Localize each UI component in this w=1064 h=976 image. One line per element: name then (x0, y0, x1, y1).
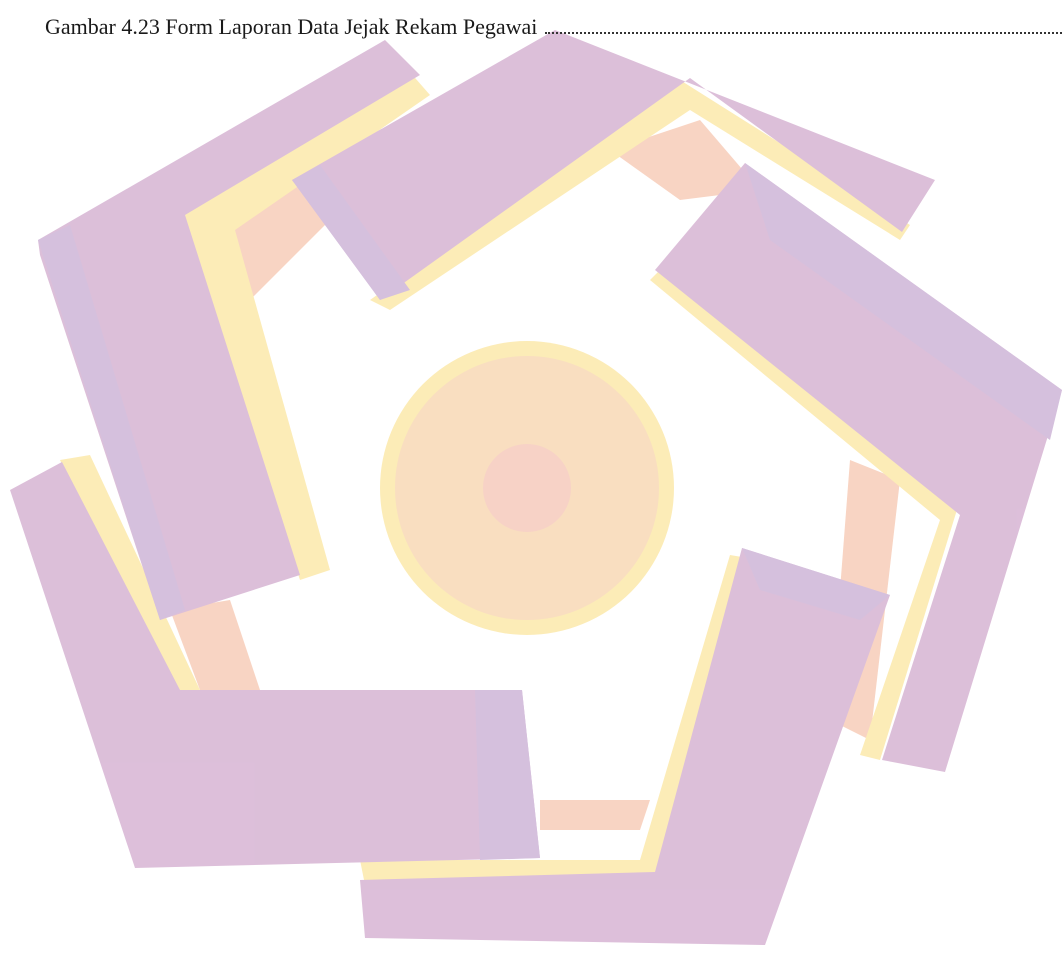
logo-shade (38, 225, 185, 620)
logo-shade (742, 548, 890, 620)
logo-shade (292, 165, 410, 300)
logo-yellow (180, 55, 430, 580)
leader-dots (545, 32, 1064, 34)
logo-arm (655, 163, 1062, 772)
logo-shade (475, 690, 540, 860)
logo-circle-center (483, 444, 571, 532)
logo-orange (220, 180, 330, 300)
logo-yellow (370, 80, 910, 310)
logo-yellow (360, 555, 760, 885)
logo-arm (360, 548, 890, 945)
logo-orange (540, 800, 650, 830)
toc-entry: Gambar 4.23 Form Laporan Data Jejak Reka… (45, 14, 1064, 46)
logo-shade (745, 163, 1062, 440)
logo-orange (610, 120, 760, 200)
logo-yellow (60, 455, 200, 700)
logo-orange (170, 600, 260, 690)
logo-arm (292, 30, 935, 300)
toc-label: Gambar 4.23 Form Laporan Data Jejak Reka… (45, 14, 538, 39)
logo-arm (10, 462, 540, 868)
